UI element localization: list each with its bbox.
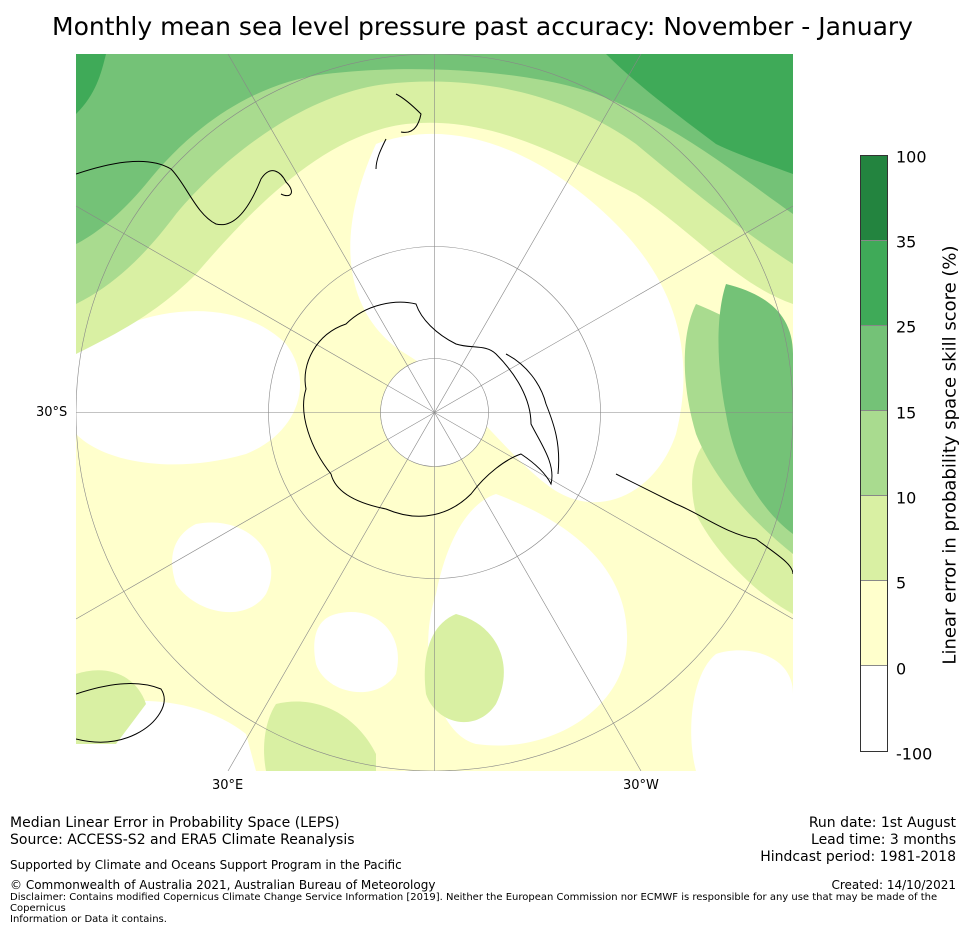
footer-right: Run date: 1st August Lead time: 3 months… bbox=[760, 815, 956, 866]
skill-field-25-35 bbox=[76, 54, 793, 174]
colorbar-tick-10: 10 bbox=[896, 488, 917, 508]
colorbar-tick-neg100: -100 bbox=[896, 744, 933, 764]
colorbar-segment bbox=[861, 326, 887, 411]
lat-label-30s: 30°S bbox=[36, 405, 68, 420]
africa-coast bbox=[76, 683, 165, 743]
colorbar-segment bbox=[861, 666, 887, 751]
colorbar-tick-25: 25 bbox=[896, 317, 917, 337]
colorbar-segment bbox=[861, 156, 887, 241]
colorbar bbox=[860, 155, 888, 752]
colorbar-tick-100: 100 bbox=[896, 147, 927, 167]
disclaimer-line-1: Disclaimer: Contains modified Copernicus… bbox=[10, 892, 938, 914]
footer-supported: Supported by Climate and Oceans Support … bbox=[10, 858, 402, 872]
footer-source: Source: ACCESS-S2 and ERA5 Climate Reana… bbox=[10, 832, 355, 848]
map-canvas bbox=[76, 54, 793, 771]
nz-south bbox=[375, 138, 387, 170]
south-america-coast bbox=[615, 473, 793, 575]
lon-label-30w: 30°W bbox=[623, 778, 659, 793]
nz-north bbox=[395, 93, 422, 133]
disclaimer-line-2: Information or Data it contains. bbox=[10, 914, 167, 925]
lon-label-30e: 30°E bbox=[212, 778, 244, 793]
antarctica-coast bbox=[303, 301, 553, 517]
footer-created: Created: 14/10/2021 bbox=[831, 878, 956, 892]
colorbar-segment bbox=[861, 496, 887, 581]
colorbar-segment bbox=[861, 411, 887, 496]
colorbar-tick-15: 15 bbox=[896, 403, 917, 423]
footer-disclaimer: Disclaimer: Contains modified Copernicus… bbox=[10, 892, 950, 925]
colorbar-segment bbox=[861, 581, 887, 666]
chart-title: Monthly mean sea level pressure past acc… bbox=[52, 12, 913, 41]
colorbar-title: Linear error in probability space skill … bbox=[939, 245, 961, 665]
colorbar-tick-5: 5 bbox=[896, 573, 907, 593]
peninsula-coast bbox=[505, 353, 560, 475]
footer-run-date: Run date: 1st August bbox=[808, 815, 956, 831]
graticule bbox=[76, 54, 793, 771]
footer-left: Median Linear Error in Probability Space… bbox=[10, 815, 355, 849]
footer-lead-time: Lead time: 3 months bbox=[811, 832, 956, 848]
colorbar-tick-0: 0 bbox=[896, 659, 907, 679]
footer-leps: Median Linear Error in Probability Space… bbox=[10, 815, 340, 831]
colorbar-segment bbox=[861, 241, 887, 326]
polar-map bbox=[76, 54, 793, 771]
colorbar-tick-35: 35 bbox=[896, 232, 917, 252]
coastlines bbox=[76, 93, 793, 743]
footer-copyright: © Commonwealth of Australia 2021, Austra… bbox=[10, 878, 436, 892]
footer-hindcast: Hindcast period: 1981-2018 bbox=[760, 849, 956, 865]
australia-coast bbox=[76, 160, 292, 226]
